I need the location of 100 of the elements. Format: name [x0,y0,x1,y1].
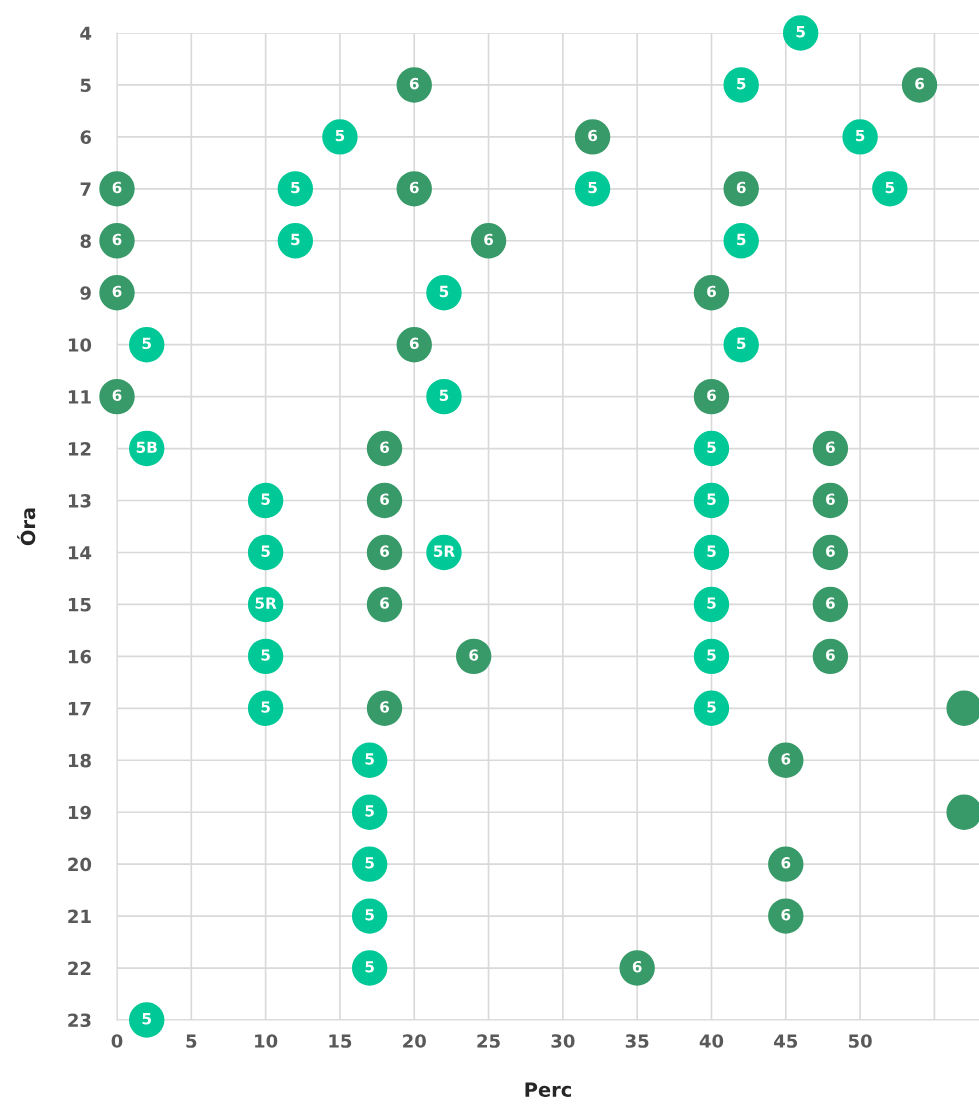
y-tick-label: 13 [68,493,91,508]
point [693,638,730,675]
point [768,898,804,934]
point [366,534,403,571]
y-tick-label: 22 [68,961,91,975]
annotation: 6 [632,960,642,973]
point [812,534,849,571]
annotation: 6 [380,493,390,505]
y-tick-label: 18 [68,753,91,768]
y-tick-label: 7 [80,182,91,196]
point [351,794,388,830]
y-tick-label: 16 [68,649,92,664]
point [723,326,759,363]
annotation: 6 [112,233,122,246]
y-tick-label: 6 [80,130,92,145]
annotation: 5 [439,389,449,402]
annotation: 5 [365,857,374,869]
point [574,119,611,155]
point [129,1002,165,1038]
y-tick-label: 12 [68,442,91,456]
point [812,482,849,519]
annotation: 5 [261,649,270,661]
annotation: 5 [707,649,716,661]
point [351,846,388,882]
point [99,378,135,415]
annotation: 6 [826,597,835,609]
point [351,950,388,986]
point [277,171,314,207]
point [723,223,759,259]
annotation: 6 [781,857,791,869]
y-tick-label: 8 [80,234,91,248]
y-tick-label: 4 [80,26,92,40]
x-tick-label: 45 [774,1034,798,1048]
y-tick-label: 20 [68,857,92,872]
annotation: 5 [261,493,270,505]
point [723,171,759,207]
annotation: 6 [112,285,122,298]
annotation: 5 [365,909,374,921]
point [619,950,655,986]
point [782,15,819,51]
point [247,638,284,675]
point [723,67,759,103]
point [693,378,730,415]
point [574,171,611,207]
annotation: 5 [707,545,716,557]
y-tick-label: 14 [68,546,92,560]
point [812,586,849,623]
y-tick-label: 11 [68,390,91,404]
annotation: 6 [588,129,598,142]
point [470,223,507,259]
y-tick-label: 21 [68,909,91,923]
annotation: 5 [439,285,449,298]
annotation: 6 [826,545,835,557]
point [842,119,878,155]
annotation: 6 [469,649,479,661]
annotation: 5 [291,233,300,246]
annotation: 5 [707,493,716,505]
point [396,171,432,207]
annotation: 5R [433,545,455,557]
annotation: 5 [737,233,746,246]
x-axis-title: Perc [525,1082,571,1097]
annotation: 6 [112,181,122,194]
point [351,898,388,934]
annotation: 6 [781,753,791,765]
annotation: 5R [255,597,277,609]
annotation: 6 [826,649,835,661]
point [812,430,849,467]
annotation: 5 [707,701,716,713]
point [693,482,730,519]
annotation: 5 [737,337,746,350]
point [768,742,804,778]
point [366,430,403,467]
y-tick-label: 17 [68,702,91,716]
point [396,67,432,103]
y-tick-label: 5 [80,78,91,93]
x-tick-label: 40 [699,1034,724,1048]
x-tick-label: 50 [848,1034,872,1048]
point [351,742,388,778]
point [426,378,462,415]
annotation: 5 [737,78,746,90]
annotation: 6 [380,545,390,557]
y-tick-label: 23 [68,1013,91,1028]
annotation: 5 [335,129,345,142]
annotation: 6 [380,701,390,713]
annotation: 6 [707,285,716,298]
y-tick-label: 10 [68,338,92,352]
point [693,690,730,727]
annotation: 5 [142,1013,151,1025]
x-tick-label: 10 [255,1034,278,1048]
annotation: 5 [142,337,151,350]
y-axis-title: Óra [17,508,36,546]
x-tick-label: 15 [329,1034,352,1048]
point [872,171,908,207]
point [247,534,284,571]
annotation: 6 [409,337,419,350]
annotation: 6 [380,597,390,609]
annotation: 5 [291,181,300,194]
annotation: 5 [261,545,270,557]
y-tick-label: 9 [80,286,91,300]
annotation: 5 [365,805,374,817]
